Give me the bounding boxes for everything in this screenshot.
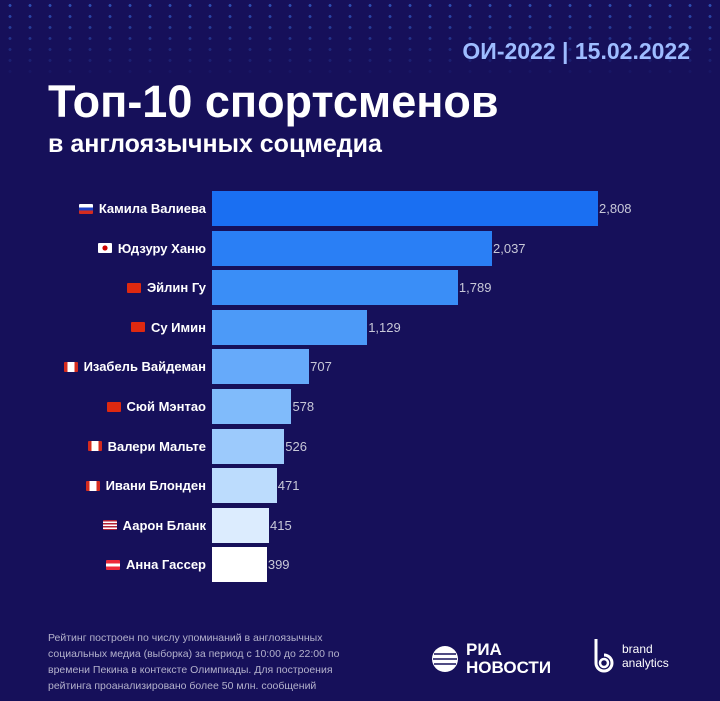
value-label: 2,037 [493,240,526,256]
ria-logo: РИА НОВОСТИ [430,641,551,677]
value-label: 1,789 [458,280,492,296]
ria-globe-icon [432,646,458,672]
category-label: Анна Гассер [106,557,206,572]
china-flag-icon [126,282,141,293]
bar [212,389,292,424]
canada-flag-icon [87,441,102,452]
brand-analytics-logo: brand analytics [590,637,669,675]
category-name: Камила Валиева [98,201,206,216]
value-label: 2,808 [599,201,632,216]
china-flag-icon [130,322,145,333]
category-name: Эйлин Гу [146,280,206,296]
russia-flag-icon [78,203,93,214]
category-name: Изабель Вайдеман [83,359,206,375]
page-subtitle: в англоязычных соцмедиа [48,130,382,158]
ria-text-1: РИА [466,640,502,659]
category-label: Сюй Мэнтао [106,399,207,414]
category-name: Су Имин [150,319,206,335]
category-label: Эйлин Гу [126,280,206,296]
bar [212,507,270,543]
bar [212,191,598,226]
ba-text-2: analytics [622,656,669,670]
category-name: Ивани Блонден [105,478,206,494]
value-label: 707 [310,359,332,375]
value-label: 526 [285,438,307,454]
footnote: Рейтинг построен по числу упоминаний в а… [48,632,340,692]
category-label: Камила Валиева [78,201,206,216]
ba-text-1: brand [622,642,653,656]
ria-text-2: НОВОСТИ [466,658,552,677]
category-name: Сюй Мэнтао [126,399,207,414]
page-title: Топ-10 спортсменов [48,76,499,127]
category-label: Ивани Блонден [85,478,206,494]
canada-flag-icon [63,361,78,372]
category-name: Анна Гассер [126,557,206,573]
category-name: Валери Мальте [107,438,206,454]
dot-pattern [0,0,720,80]
china-flag-icon [106,401,121,412]
category-label: Аарон Бланк [102,517,206,533]
value-label: 578 [292,399,315,414]
japan-flag-icon [97,243,112,254]
bar [212,270,458,306]
value-label: 399 [267,557,290,573]
bar [212,547,267,583]
value-label: 415 [270,517,292,533]
bar [212,230,492,266]
brand-analytics-icon [594,639,614,673]
bar [212,309,368,345]
bar [212,349,310,385]
austria-flag-icon [106,559,120,570]
category-label: Су Имин [130,319,206,335]
usa-flag-icon [102,520,117,531]
bar [212,468,277,504]
canada-flag-icon [85,480,100,491]
value-label: 1,129 [368,319,401,335]
value-label: 471 [277,478,300,494]
category-name: Юдзуру Ханю [117,240,206,256]
category-label: Изабель Вайдеман [63,359,206,375]
category-label: Валери Мальте [87,438,206,454]
date-label: ОИ-2022 | 15.02.2022 [462,38,690,64]
category-name: Аарон Бланк [122,517,206,533]
bar [212,428,285,464]
category-label: Юдзуру Ханю [97,240,206,256]
